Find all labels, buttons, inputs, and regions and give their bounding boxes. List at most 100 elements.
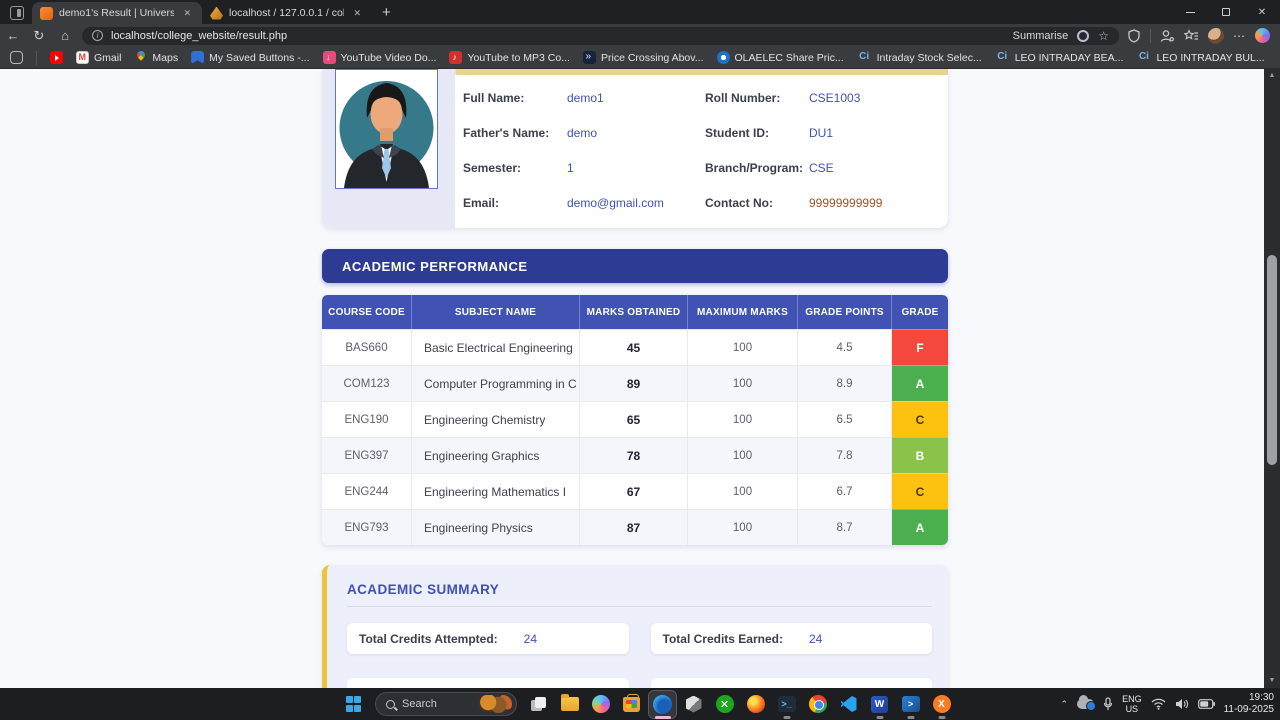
favorites-bar-icon[interactable] xyxy=(1184,29,1199,43)
home-icon[interactable]: ⌂ xyxy=(52,28,78,43)
tab-close-icon[interactable]: ✕ xyxy=(350,7,364,20)
wifi-icon[interactable] xyxy=(1151,698,1166,710)
tab-actions-icon[interactable] xyxy=(10,6,24,20)
chart-icon xyxy=(583,51,596,64)
scroll-down-icon[interactable]: ▼ xyxy=(1264,674,1280,688)
bookmark-saved-buttons[interactable]: My Saved Buttons -... xyxy=(191,51,309,64)
youtube-icon xyxy=(50,51,63,64)
info-row: Father's Name: demo Student ID: DU1 xyxy=(463,115,948,150)
info-row: Full Name: demo1 Roll Number: CSE1003 xyxy=(463,80,948,115)
language-indicator[interactable]: ENGUS xyxy=(1122,694,1142,714)
partial-stat-card xyxy=(651,678,933,688)
password-profile-icon[interactable] xyxy=(1160,29,1175,43)
refresh-icon[interactable]: ↻ xyxy=(26,28,52,44)
toolbar-right-icons: ⋯ xyxy=(1119,28,1280,44)
summarise-button[interactable]: Summarise xyxy=(1013,30,1069,42)
table-row: ENG190 Engineering Chemistry 65 100 6.5 … xyxy=(322,401,948,437)
settings-menu-icon[interactable]: ⋯ xyxy=(1233,29,1246,43)
powershell-button[interactable]: > xyxy=(897,691,924,718)
window-controls: ✕ xyxy=(1172,0,1280,24)
minimize-button[interactable] xyxy=(1172,0,1208,24)
copilot-icon[interactable] xyxy=(1255,28,1270,43)
bookmark-olaelec[interactable]: OLAELEC Share Pric... xyxy=(717,51,844,64)
copilot-button[interactable] xyxy=(587,691,614,718)
onedrive-icon[interactable] xyxy=(1077,699,1094,709)
bookmark-yt-mp3[interactable]: YouTube to MP3 Co... xyxy=(449,51,570,64)
bookmark-intraday-stock[interactable]: CiIntraday Stock Selec... xyxy=(857,51,982,64)
copilot-icon xyxy=(592,695,610,713)
volume-icon[interactable] xyxy=(1175,698,1189,710)
file-explorer-button[interactable] xyxy=(556,691,583,718)
word-button[interactable]: W xyxy=(866,691,893,718)
maximize-button[interactable] xyxy=(1208,0,1244,24)
cursor-app-button[interactable] xyxy=(680,691,707,718)
battery-icon[interactable] xyxy=(1198,699,1215,709)
taskbar-search[interactable]: Search xyxy=(375,692,517,716)
browser-tab-phpmyadmin[interactable]: localhost / 127.0.0.1 / college_db ✕ xyxy=(202,2,372,24)
grade-badge: A xyxy=(892,365,948,401)
sidebar-toggle-icon[interactable] xyxy=(10,51,23,64)
globe-icon xyxy=(717,51,730,64)
copilot-summarise-icon[interactable] xyxy=(1077,30,1089,42)
chrome-button[interactable] xyxy=(804,691,831,718)
word-icon: W xyxy=(871,696,888,713)
student-info-panel: Full Name: demo1 Roll Number: CSE1003 Fa… xyxy=(455,69,948,228)
address-bar[interactable]: i localhost/college_website/result.php S… xyxy=(82,27,1119,45)
scrollbar-thumb[interactable] xyxy=(1267,255,1277,465)
grade-badge: C xyxy=(892,473,948,509)
table-row: ENG397 Engineering Graphics 78 100 7.8 B xyxy=(322,437,948,473)
edge-button[interactable] xyxy=(649,691,676,718)
new-tab-button[interactable]: + xyxy=(382,4,391,21)
windows-logo-icon xyxy=(346,696,362,712)
tab-title: demo1's Result | University Result xyxy=(59,7,174,19)
profile-avatar[interactable] xyxy=(1208,28,1224,44)
bookmark-price-crossing[interactable]: Price Crossing Abov... xyxy=(583,51,704,64)
site-info-icon[interactable]: i xyxy=(92,30,103,41)
table-row: COM123 Computer Programming in C 89 100 … xyxy=(322,365,948,401)
browser-tab-active[interactable]: demo1's Result | University Result ✕ xyxy=(32,2,202,24)
powershell-icon: > xyxy=(902,696,920,712)
edge-icon xyxy=(653,695,672,714)
start-button[interactable] xyxy=(340,691,367,718)
student-avatar xyxy=(335,69,438,189)
task-view-button[interactable] xyxy=(525,691,552,718)
page-scrollbar[interactable]: ▲ ▼ xyxy=(1264,69,1280,688)
tray-chevron-icon[interactable]: ⌃ xyxy=(1061,699,1069,710)
bookmark-maps[interactable]: Maps xyxy=(134,51,178,64)
favorite-star-icon[interactable]: ☆ xyxy=(1098,29,1109,43)
firefox-button[interactable] xyxy=(742,691,769,718)
grade-badge: A xyxy=(892,509,948,545)
table-row: BAS660 Basic Electrical Engineering 45 1… xyxy=(322,329,948,365)
xampp-button[interactable]: X xyxy=(928,691,955,718)
microphone-icon[interactable] xyxy=(1103,697,1113,711)
bookmark-leo-intraday-bull[interactable]: CiLEO INTRADAY BUL... xyxy=(1136,51,1264,64)
tab-close-icon[interactable]: ✕ xyxy=(180,7,194,20)
firefox-icon xyxy=(747,695,765,713)
bookmark-leo-intraday-bear[interactable]: CiLEO INTRADAY BEA... xyxy=(995,51,1124,64)
bookmark-youtube[interactable] xyxy=(50,51,63,64)
credits-earned-card: Total Credits Earned: 24 xyxy=(651,623,933,654)
terminal-button[interactable]: >_ xyxy=(773,691,800,718)
url-text[interactable]: localhost/college_website/result.php xyxy=(111,30,287,42)
summary-divider xyxy=(347,606,932,607)
grade-badge: C xyxy=(892,401,948,437)
bookmark-yt-video-downloader[interactable]: YouTube Video Do... xyxy=(323,51,437,64)
xbox-button[interactable]: ✕ xyxy=(711,691,738,718)
close-button[interactable]: ✕ xyxy=(1244,0,1280,24)
xbox-icon: ✕ xyxy=(716,695,734,713)
clock[interactable]: 19:3011-09-2025 xyxy=(1224,692,1274,716)
system-tray: ⌃ ENGUS 19:3011-09-2025 xyxy=(1061,688,1274,720)
maps-pin-icon xyxy=(134,51,147,64)
task-view-icon xyxy=(531,697,547,711)
table-row: ENG793 Engineering Physics 87 100 8.7 A xyxy=(322,509,948,545)
browser-tab-strip: demo1's Result | University Result ✕ loc… xyxy=(0,0,1280,24)
windows-taskbar: Search ✕ >_ W > X ⌃ ENGUS 19:3011-09-202… xyxy=(0,688,1280,720)
table-row: ENG244 Engineering Mathematics I 67 100 … xyxy=(322,473,948,509)
bookmark-gmail[interactable]: Gmail xyxy=(76,51,121,64)
store-bag-icon xyxy=(623,697,640,712)
microsoft-store-button[interactable] xyxy=(618,691,645,718)
browser-essentials-icon[interactable] xyxy=(1127,29,1141,43)
vscode-button[interactable] xyxy=(835,691,862,718)
back-icon[interactable]: ← xyxy=(0,28,26,43)
scroll-up-icon[interactable]: ▲ xyxy=(1264,69,1280,83)
